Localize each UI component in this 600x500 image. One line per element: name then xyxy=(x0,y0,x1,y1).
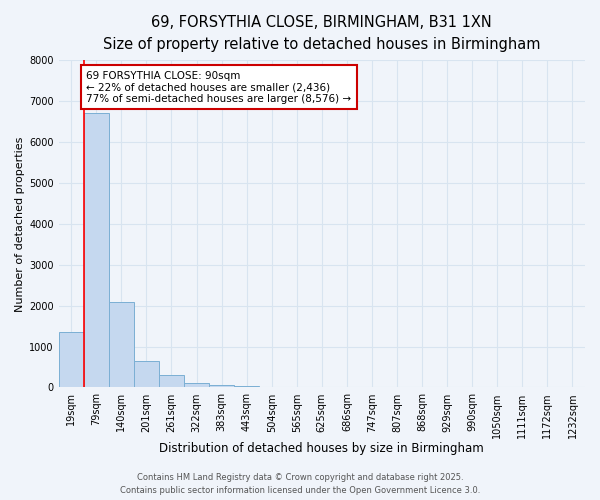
Bar xyxy=(209,385,234,388)
Bar xyxy=(84,114,109,388)
Bar xyxy=(59,332,84,388)
Bar xyxy=(184,384,209,388)
Bar xyxy=(134,361,159,388)
Text: 69 FORSYTHIA CLOSE: 90sqm
← 22% of detached houses are smaller (2,436)
77% of se: 69 FORSYTHIA CLOSE: 90sqm ← 22% of detac… xyxy=(86,70,352,104)
X-axis label: Distribution of detached houses by size in Birmingham: Distribution of detached houses by size … xyxy=(160,442,484,455)
Text: Contains HM Land Registry data © Crown copyright and database right 2025.
Contai: Contains HM Land Registry data © Crown c… xyxy=(120,474,480,495)
Bar xyxy=(159,375,184,388)
Bar xyxy=(109,302,134,388)
Y-axis label: Number of detached properties: Number of detached properties xyxy=(15,136,25,312)
Bar xyxy=(234,386,259,388)
Title: 69, FORSYTHIA CLOSE, BIRMINGHAM, B31 1XN
Size of property relative to detached h: 69, FORSYTHIA CLOSE, BIRMINGHAM, B31 1XN… xyxy=(103,15,541,52)
